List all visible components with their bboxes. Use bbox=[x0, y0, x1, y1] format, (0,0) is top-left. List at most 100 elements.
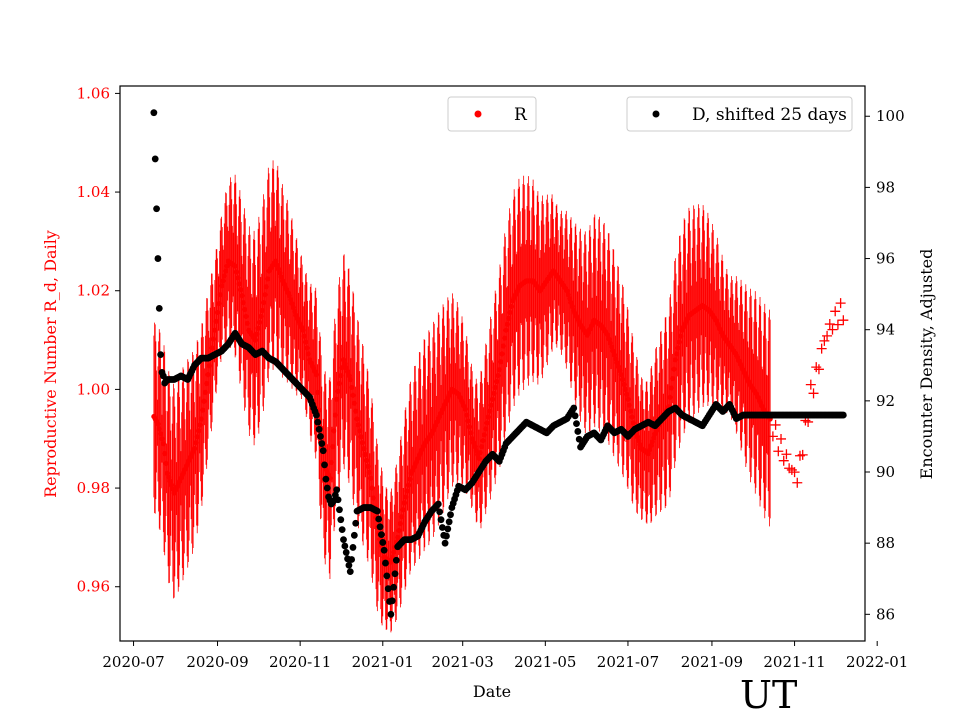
r-point bbox=[670, 375, 676, 382]
r-point bbox=[500, 343, 506, 349]
d-point bbox=[349, 544, 357, 551]
x-tick-label: 2022-01 bbox=[846, 653, 908, 671]
d-point bbox=[392, 556, 400, 564]
r-plus-point bbox=[778, 455, 789, 466]
d-point bbox=[437, 516, 445, 524]
r-point bbox=[155, 421, 161, 427]
r-point bbox=[564, 288, 570, 294]
d-point bbox=[155, 304, 163, 312]
d-point bbox=[157, 351, 165, 359]
d-point bbox=[376, 523, 384, 531]
r-point bbox=[260, 299, 267, 306]
r-plus-point bbox=[789, 467, 800, 478]
r-point bbox=[259, 307, 265, 314]
r-point bbox=[568, 299, 574, 306]
r-point bbox=[397, 520, 403, 527]
x-axis: 2020-07 2020-09 2020-11 2021-01 2021-03 2021-… bbox=[102, 641, 908, 671]
r-point bbox=[671, 366, 677, 372]
r-point bbox=[198, 416, 204, 422]
r-plus-point bbox=[770, 419, 781, 430]
right-y-tick-label: 86 bbox=[876, 605, 895, 623]
r-point bbox=[388, 559, 394, 565]
r-point bbox=[200, 407, 206, 413]
r-point bbox=[357, 428, 363, 434]
d-series-layer bbox=[150, 109, 847, 618]
d-point bbox=[434, 500, 442, 508]
left-y-tick-label: 0.98 bbox=[77, 479, 110, 497]
d-point bbox=[447, 511, 454, 519]
r-point bbox=[300, 327, 306, 333]
r-point bbox=[621, 381, 627, 388]
r-point bbox=[358, 434, 364, 440]
d-point bbox=[315, 425, 323, 433]
d-point bbox=[373, 507, 381, 515]
r-point bbox=[605, 332, 611, 338]
r-point bbox=[678, 333, 684, 339]
r-point bbox=[469, 436, 475, 442]
d-point bbox=[352, 519, 360, 527]
r-point bbox=[205, 372, 211, 378]
x-tick-label: 2021-03 bbox=[432, 653, 494, 671]
r-point bbox=[493, 378, 500, 385]
plot-frame bbox=[119, 85, 866, 642]
r-plus-point bbox=[803, 416, 814, 427]
r-point bbox=[651, 435, 657, 441]
r-point bbox=[355, 422, 361, 428]
d-point bbox=[321, 461, 328, 469]
legend-r-box bbox=[447, 96, 537, 132]
r-point bbox=[210, 336, 217, 342]
r-point bbox=[252, 337, 259, 343]
r-plus-point bbox=[808, 388, 819, 399]
r-point bbox=[674, 351, 680, 357]
r-point bbox=[235, 275, 241, 281]
d-point bbox=[153, 205, 160, 213]
r-point bbox=[343, 365, 349, 371]
left-y-tick-label: 1.02 bbox=[77, 282, 110, 300]
r-point bbox=[470, 440, 477, 446]
r-point bbox=[237, 287, 244, 293]
r-point bbox=[503, 327, 509, 333]
d-point bbox=[391, 570, 399, 578]
r-point bbox=[274, 262, 280, 268]
r-point bbox=[488, 402, 494, 408]
r-point bbox=[492, 384, 498, 391]
right-y-tick-label: 88 bbox=[876, 534, 895, 552]
r-point bbox=[636, 438, 642, 444]
r-point bbox=[217, 292, 223, 298]
r-point bbox=[487, 408, 493, 414]
x-axis-label: Date bbox=[473, 682, 511, 701]
right-y-axis: 86 88 90 92 94 96 98 100 bbox=[865, 107, 905, 623]
r-point bbox=[489, 396, 496, 402]
r-point bbox=[615, 364, 622, 370]
r-point bbox=[242, 306, 248, 313]
r-point bbox=[214, 309, 221, 316]
r-point bbox=[504, 321, 510, 327]
r-plus-point bbox=[832, 319, 843, 330]
x-tick-label: 2020-11 bbox=[269, 653, 331, 671]
r-point bbox=[243, 313, 249, 319]
r-point bbox=[607, 340, 613, 346]
d-point bbox=[375, 515, 383, 523]
r-point bbox=[263, 284, 269, 290]
r-point bbox=[407, 476, 413, 482]
r-point bbox=[473, 447, 479, 454]
right-y-axis-label: Encounter Density, Adjusted bbox=[917, 249, 936, 480]
r-point bbox=[288, 297, 294, 303]
d-point bbox=[318, 440, 326, 447]
r-point bbox=[290, 304, 296, 311]
d-point bbox=[350, 531, 358, 539]
r-point bbox=[619, 376, 626, 383]
d-point bbox=[438, 524, 446, 531]
r-point bbox=[313, 372, 320, 378]
r-plus-point bbox=[792, 477, 803, 488]
r-point bbox=[361, 446, 367, 452]
r-point bbox=[218, 283, 225, 289]
r-point bbox=[209, 345, 215, 351]
d-point bbox=[336, 506, 343, 514]
r-point bbox=[606, 336, 612, 342]
r-point bbox=[626, 402, 632, 408]
r-point bbox=[194, 434, 200, 440]
r-point bbox=[630, 420, 636, 426]
r-point bbox=[346, 372, 352, 379]
